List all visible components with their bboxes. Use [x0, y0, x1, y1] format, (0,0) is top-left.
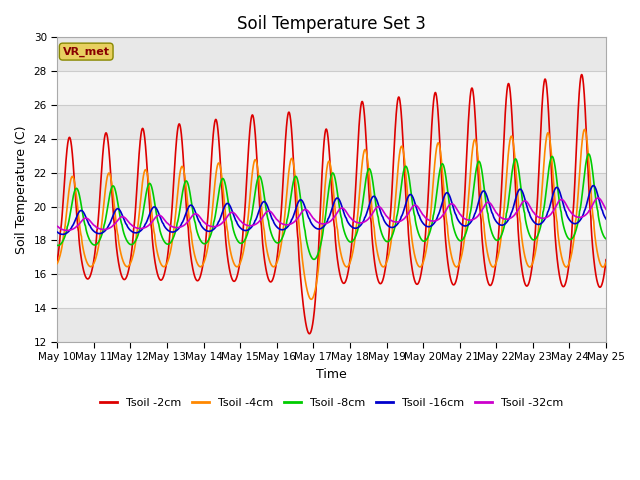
Text: VR_met: VR_met — [63, 47, 109, 57]
Bar — [57, 206, 606, 240]
Bar — [57, 240, 606, 274]
Title: Soil Temperature Set 3: Soil Temperature Set 3 — [237, 15, 426, 33]
Bar — [57, 308, 606, 342]
Bar — [57, 139, 606, 173]
Y-axis label: Soil Temperature (C): Soil Temperature (C) — [15, 125, 28, 254]
Bar — [57, 173, 606, 206]
Bar — [57, 71, 606, 105]
Bar — [57, 105, 606, 139]
Bar — [57, 274, 606, 308]
X-axis label: Time: Time — [316, 368, 347, 381]
Legend: Tsoil -2cm, Tsoil -4cm, Tsoil -8cm, Tsoil -16cm, Tsoil -32cm: Tsoil -2cm, Tsoil -4cm, Tsoil -8cm, Tsoi… — [96, 393, 567, 412]
Bar — [57, 37, 606, 71]
